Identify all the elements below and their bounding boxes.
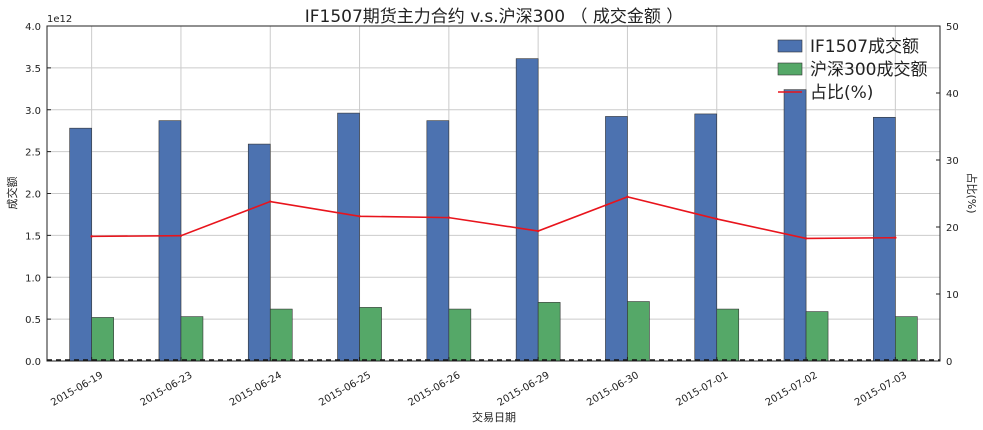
y-tick-label: 0.0 (25, 357, 41, 368)
bar-if1507 (694, 113, 718, 362)
y2-tick-label: 0 (946, 357, 952, 368)
bar-hs300 (716, 308, 740, 362)
ratio-line-path (91, 196, 896, 240)
bar-hs300 (269, 308, 293, 362)
x-tick-label: 2015-06-25 (317, 370, 373, 409)
y-offset-label: 1e12 (47, 14, 72, 25)
x-axis-label: 交易日期 (472, 410, 516, 424)
bar-hs300 (180, 316, 204, 362)
ratio-line (90, 195, 897, 240)
y-tick-label: 3.5 (25, 64, 41, 75)
y-tick-label: 1.5 (25, 231, 41, 242)
x-tick-label: 2015-06-26 (407, 370, 463, 409)
ratio-point (804, 237, 808, 240)
legend-swatch-if1507 (777, 39, 803, 53)
y2-tick-label: 40 (946, 89, 959, 100)
chart-title: IF1507期货主力合约 v.s.沪深300 （ 成交金额 ） (305, 7, 684, 27)
legend-swatch-hs300 (777, 62, 803, 76)
bar-hs300 (537, 302, 561, 362)
y-axis-left: 0.0 0.5 1.0 1.5 2.0 2.5 3.0 3.5 4.0 (25, 22, 51, 368)
y-axis-right: 0 10 20 30 40 50 (936, 22, 959, 368)
bar-hs300 (627, 301, 650, 362)
bar-if1507 (69, 127, 92, 362)
x-tick-label: 2015-06-23 (139, 370, 195, 409)
ratio-point (894, 236, 897, 239)
y-tick-label: 4.0 (25, 22, 41, 33)
ratio-point (179, 234, 183, 237)
bar-hs300 (895, 316, 918, 362)
y2-tick-label: 50 (946, 22, 959, 33)
bar-hs300 (359, 307, 382, 362)
legend-label: 占比(%) (810, 83, 873, 103)
x-tick-label: 2015-06-29 (496, 370, 552, 409)
bar-hs300 (91, 317, 114, 362)
x-tick-label: 2015-06-24 (228, 370, 284, 409)
ratio-point (626, 195, 629, 199)
bar-if1507 (873, 116, 896, 362)
bars (47, 58, 940, 362)
y-tick-label: 2.5 (25, 148, 41, 159)
bar-if1507 (337, 112, 360, 362)
ratio-point (447, 216, 451, 219)
ratio-point (269, 200, 272, 203)
ratio-point (358, 215, 361, 218)
ratio-point (536, 229, 540, 233)
y-tick-label: 1.0 (25, 273, 41, 284)
bar-if1507 (605, 116, 628, 362)
x-tick-label: 2015-07-02 (764, 370, 820, 409)
bar-if1507 (515, 58, 539, 362)
bar-hs300 (448, 308, 472, 362)
ratio-point (715, 217, 718, 221)
bar-if1507 (426, 120, 450, 362)
x-axis: 2015-06-19 2015-06-23 2015-06-24 2015-06-25… (49, 357, 909, 409)
legend-label: 沪深300成交额 (810, 60, 927, 80)
legend-label: IF1507成交额 (810, 37, 919, 57)
bar-if1507 (783, 89, 807, 362)
y2-tick-label: 30 (946, 156, 959, 167)
x-tick-label: 2015-07-03 (853, 370, 909, 409)
y-tick-label: 3.0 (25, 106, 41, 117)
x-tick-label: 2015-06-19 (49, 370, 105, 409)
x-tick-label: 2015-07-01 (674, 370, 730, 409)
x-tick-label: 2015-06-30 (585, 370, 641, 409)
y-tick-label: 0.5 (25, 315, 41, 326)
y2-tick-label: 10 (946, 290, 959, 301)
bar-hs300 (805, 311, 829, 362)
y2-tick-label: 20 (946, 223, 959, 234)
y-tick-label: 2.0 (25, 190, 41, 201)
y-axis-label: 成交额 (5, 177, 19, 210)
bar-if1507 (247, 143, 271, 362)
bar-if1507 (158, 120, 182, 362)
y2-axis-label: 占比(%) (965, 172, 979, 213)
ratio-point (90, 235, 93, 238)
